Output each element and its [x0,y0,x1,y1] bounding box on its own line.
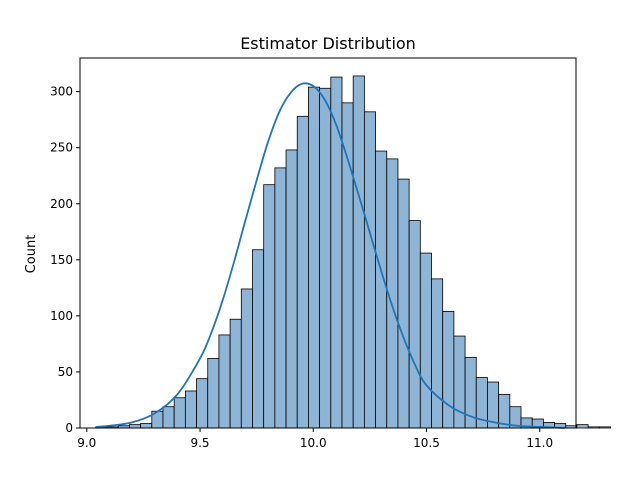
x-tick-label: 11.0 [526,436,553,450]
kde-curve [95,82,565,429]
plot-area-frame [79,57,577,429]
histogram-bar [397,178,410,429]
histogram-bar [408,220,421,429]
histogram-bar [330,76,343,429]
x-tick-label: 10.0 [300,436,327,450]
chart-title: Estimator Distribution [240,34,416,53]
x-tick-label: 10.5 [413,436,440,450]
histogram-bar [252,249,265,429]
histogram-bar [240,288,253,429]
histogram-bar [308,86,321,429]
y-tick-label: 250 [50,141,73,155]
y-tick-label: 200 [50,197,73,211]
histogram-bar [229,318,242,429]
histogram-bar [162,406,175,429]
histogram-bars [95,75,611,429]
histogram-bar [129,424,142,429]
x-axis-ticks: 9.0 9.5 10.0 10.5 11.0 [77,428,553,450]
histogram-bar [207,358,220,429]
histogram-bar [218,334,231,429]
histogram-bar [352,75,365,429]
histogram-bar [274,167,287,429]
y-tick-label: 100 [50,309,73,323]
histogram-bar [140,423,153,429]
histogram-bar [442,310,455,429]
y-tick-label: 150 [50,253,73,267]
y-axis-ticks: 0 50 100 150 200 250 300 [50,85,80,435]
histogram-bar [375,150,388,429]
x-tick-label: 9.0 [77,436,96,450]
histogram-bar [263,184,276,429]
histogram-bar [319,87,332,429]
y-tick-label: 50 [58,365,73,379]
histogram-bar [431,278,444,429]
histogram-bar [184,390,197,429]
histogram-bar [363,111,376,429]
histogram-bar [419,252,432,429]
x-tick-label: 9.5 [190,436,209,450]
histogram-bar [341,102,354,429]
y-tick-label: 0 [65,421,73,435]
histogram-bar [598,426,611,429]
histogram-bar [285,149,298,429]
histogram-bar [587,426,600,429]
y-axis-label: Count [24,235,39,274]
y-tick-label: 300 [50,85,73,99]
histogram-bar [173,397,186,429]
histogram-bar [196,378,209,429]
histogram-bar [296,115,309,429]
histogram-bar [576,424,589,429]
